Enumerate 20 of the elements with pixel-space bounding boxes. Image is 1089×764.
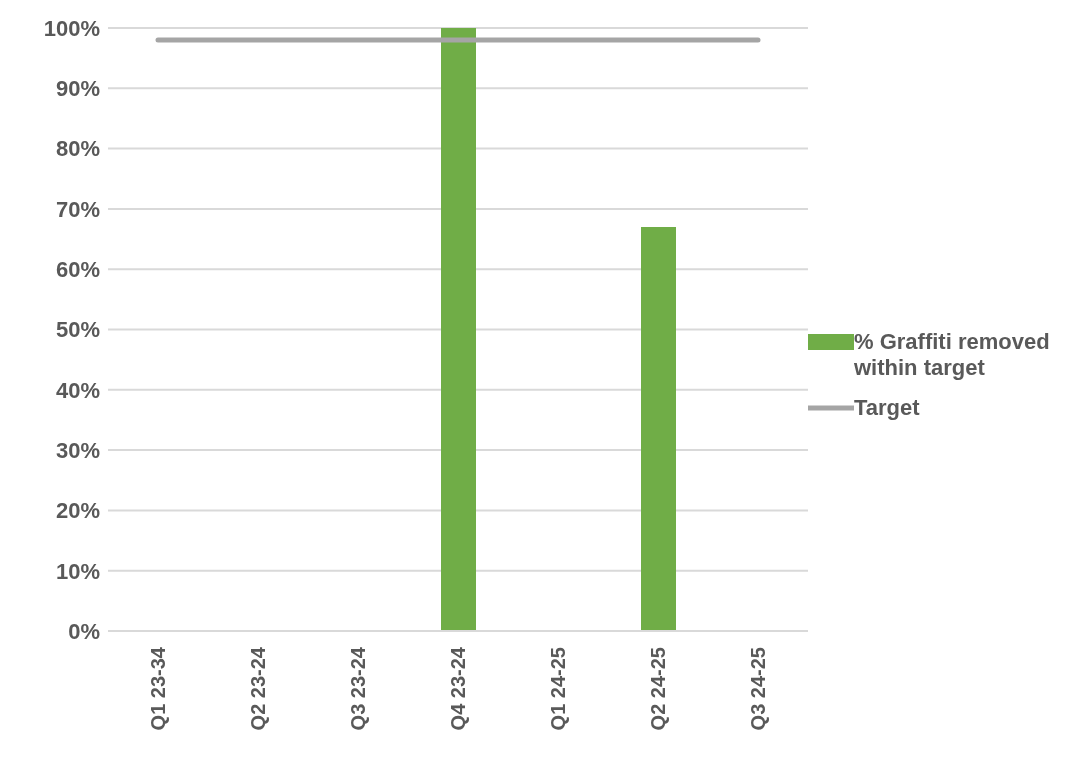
x-tick-label: Q3 23-24: [347, 646, 369, 731]
y-tick-label: 50%: [55, 317, 100, 343]
y-tick-label: 0%: [68, 618, 100, 644]
x-tick-label: Q1 24-25: [547, 647, 569, 731]
x-tick-label: Q4 23-24: [447, 646, 469, 731]
y-tick-label: 100%: [43, 15, 100, 41]
y-tick-label: 60%: [55, 257, 100, 283]
y-tick-label: 10%: [55, 558, 100, 584]
x-tick-label: Q2 24-25: [647, 647, 669, 731]
legend-label: Target: [854, 395, 920, 421]
y-tick-label: 80%: [55, 136, 100, 162]
y-tick-label: 40%: [55, 377, 100, 403]
y-tick-label: 70%: [55, 196, 100, 222]
x-tick-label: Q2 23-24: [247, 646, 269, 731]
y-tick-label: 20%: [55, 498, 100, 524]
y-tick-label: 90%: [55, 76, 100, 102]
x-tick-label: Q1 23-34: [147, 646, 169, 731]
legend-label: % Graffiti removed within target: [854, 329, 1051, 381]
y-tick-label: 30%: [55, 437, 100, 463]
x-tick-label: Q3 24-25: [747, 647, 769, 731]
